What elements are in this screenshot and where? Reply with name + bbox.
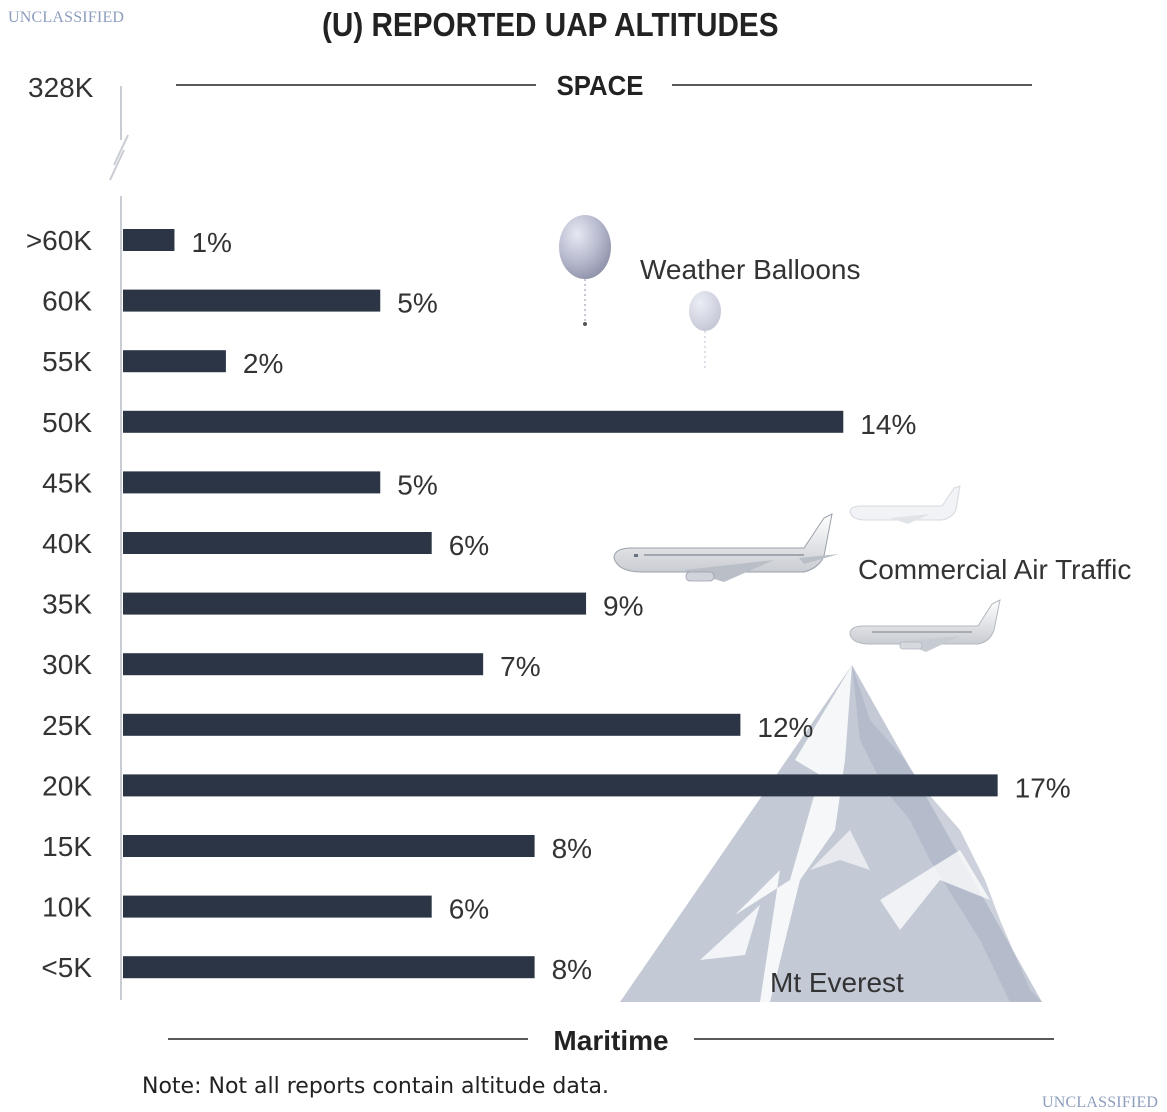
bar <box>123 289 381 312</box>
weather-balloon-icon <box>689 291 721 368</box>
category-label: 20K <box>42 770 92 801</box>
value-label: 9% <box>603 591 643 622</box>
weather-balloon-icon <box>559 215 611 326</box>
airplane-icon <box>849 599 1001 652</box>
value-label: 7% <box>500 651 540 682</box>
bar <box>123 471 381 494</box>
bar <box>123 835 535 857</box>
category-label: 40K <box>42 528 92 559</box>
annotation-commercial-air-traffic: Commercial Air Traffic <box>858 554 1131 585</box>
mountain-icon <box>620 665 1042 1002</box>
airplane-icon <box>849 485 961 524</box>
category-label: 50K <box>42 407 92 438</box>
bar <box>123 774 998 797</box>
category-label: 35K <box>42 589 92 620</box>
bar <box>123 895 432 918</box>
annotation-weather-balloons: Weather Balloons <box>640 254 861 285</box>
chart-title: (U) REPORTED UAP ALTITUDES <box>322 6 779 43</box>
bar <box>123 350 226 373</box>
category-label: 25K <box>42 710 92 741</box>
value-label: 8% <box>552 833 592 864</box>
category-label: 45K <box>42 467 92 498</box>
bar <box>123 956 535 979</box>
category-label: 10K <box>42 892 92 923</box>
category-label: 55K <box>42 346 92 377</box>
bar-series: >60K 1% 60K 5% 55K 2% 50K 14% 45K 5% 40K 6% 35K 9% 30K… <box>26 225 1071 985</box>
axis-break-icon <box>109 134 129 181</box>
value-label: 6% <box>449 894 489 925</box>
category-label: 30K <box>42 649 92 680</box>
value-label: 14% <box>860 409 916 440</box>
bar <box>123 410 844 433</box>
annotation-mt-everest: Mt Everest <box>770 967 904 998</box>
value-label: 12% <box>757 712 813 743</box>
airplane-icon <box>613 513 839 582</box>
bar <box>123 653 484 676</box>
bar <box>123 229 175 251</box>
value-label: 8% <box>552 954 592 985</box>
maritime-boundary-label: Maritime <box>553 1025 668 1056</box>
category-label: <5K <box>41 952 92 983</box>
category-label: 60K <box>42 286 92 317</box>
top-axis-label: 328K <box>28 72 94 103</box>
value-label: 5% <box>397 288 437 319</box>
category-label: 15K <box>42 831 92 862</box>
value-label: 6% <box>449 530 489 561</box>
bar <box>123 532 432 554</box>
bar <box>123 713 741 736</box>
value-label: 1% <box>191 227 231 258</box>
bar <box>123 592 587 615</box>
space-boundary-label: SPACE <box>557 70 644 101</box>
value-label: 5% <box>397 469 437 500</box>
value-label: 17% <box>1015 772 1071 803</box>
classification-marking-top: UNCLASSIFIED <box>8 9 125 26</box>
footnote: Note: Not all reports contain altitude d… <box>142 1074 609 1099</box>
category-label: >60K <box>26 225 92 256</box>
value-label: 2% <box>243 348 283 379</box>
